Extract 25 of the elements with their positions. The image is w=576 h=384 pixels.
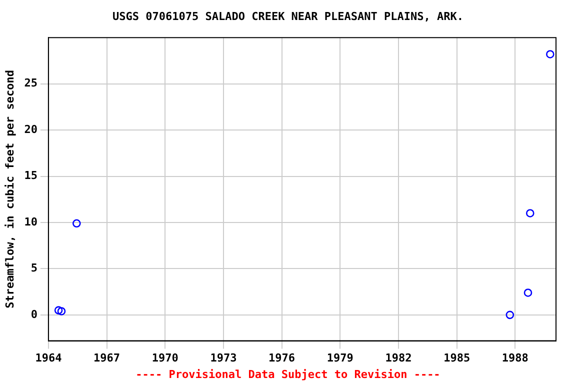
point [57, 307, 66, 316]
x-tick-label: 1970 [152, 351, 178, 364]
y-tick-label: 20 [24, 122, 38, 136]
point [546, 50, 554, 58]
chart-title: USGS 07061075 SALADO CREEK NEAR PLEASANT PLAINS, ARK. [112, 10, 464, 23]
x-tick-label: 1973 [210, 351, 237, 364]
y-tick-label: 10 [24, 215, 38, 228]
y-axis-title: Streamflow, in cubic feet per second [3, 70, 16, 308]
y-tick-label: 15 [24, 169, 38, 182]
x-tick-label: 1976 [268, 351, 296, 364]
point [526, 209, 534, 218]
x-tick-label: 1979 [326, 351, 354, 364]
point [72, 219, 81, 228]
x-tick-label: 1985 [444, 351, 470, 364]
y-tick-label: 0 [30, 308, 38, 321]
y-tick-label: 5 [30, 262, 38, 275]
point [524, 288, 532, 297]
x-tick-label: 1964 [35, 351, 62, 364]
x-tick-label: 1967 [94, 351, 120, 364]
x-tick-label: 1988 [502, 351, 528, 364]
text: ---- Provisional Data Subject to Revision ---- [134, 368, 442, 381]
point [54, 306, 63, 314]
y-tick-label: 25 [24, 76, 38, 90]
point [506, 310, 514, 320]
x-tick-label: 1982 [385, 351, 412, 364]
